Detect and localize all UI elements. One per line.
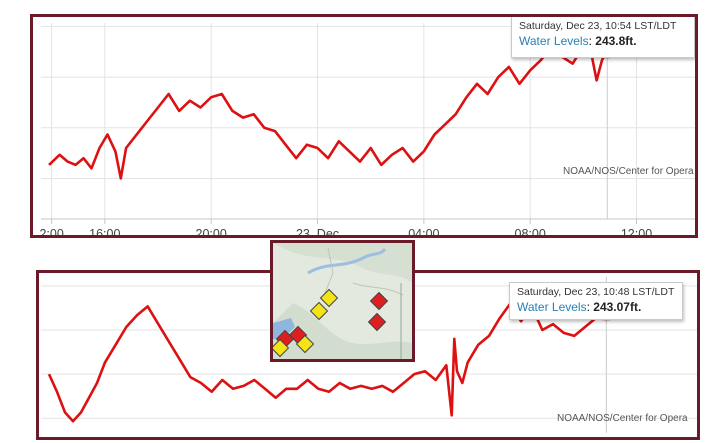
x-tick-label: 2:00 bbox=[39, 227, 63, 235]
x-tick-label: 20:00 bbox=[196, 227, 227, 235]
x-tick-label: 23. Dec bbox=[296, 227, 339, 235]
top-tooltip-date: Saturday, Dec 23, 10:54 LST/LDT bbox=[519, 20, 677, 32]
top-tooltip: Saturday, Dec 23, 10:54 LST/LDT Water Le… bbox=[511, 17, 695, 58]
station-marker[interactable] bbox=[367, 312, 387, 332]
bottom-tooltip-date: Saturday, Dec 23, 10:48 LST/LDT bbox=[517, 286, 675, 298]
bottom-tooltip-series: Water Levels bbox=[517, 300, 587, 314]
top-tooltip-series: Water Levels bbox=[519, 34, 589, 48]
top-tooltip-value: 243.8ft. bbox=[595, 34, 637, 48]
bottom-tooltip: Saturday, Dec 23, 10:48 LST/LDT Water Le… bbox=[509, 282, 683, 320]
station-marker[interactable] bbox=[273, 338, 290, 358]
x-tick-label: 12:00 bbox=[621, 227, 652, 235]
credit-text: NOAA/NOS/Center for Opera bbox=[563, 166, 694, 177]
station-marker[interactable] bbox=[369, 291, 389, 311]
x-tick-label: 04:00 bbox=[408, 227, 439, 235]
station-marker[interactable] bbox=[319, 288, 339, 308]
station-marker[interactable] bbox=[309, 301, 329, 321]
bottom-tooltip-value: 243.07ft. bbox=[593, 300, 642, 314]
station-map bbox=[273, 243, 412, 359]
station-marker[interactable] bbox=[295, 334, 315, 354]
top-chart-panel: NOAA/NOS/Center for Opera 2:00 16:00 20:00 2… bbox=[30, 14, 698, 238]
x-tick-label: 16:00 bbox=[89, 227, 120, 235]
x-tick-label: 08:00 bbox=[515, 227, 546, 235]
map-inset[interactable] bbox=[270, 240, 415, 362]
credit-text: NOAA/NOS/Center for Opera bbox=[557, 413, 688, 424]
water-level-line bbox=[47, 302, 607, 423]
water-level-line bbox=[48, 45, 609, 180]
